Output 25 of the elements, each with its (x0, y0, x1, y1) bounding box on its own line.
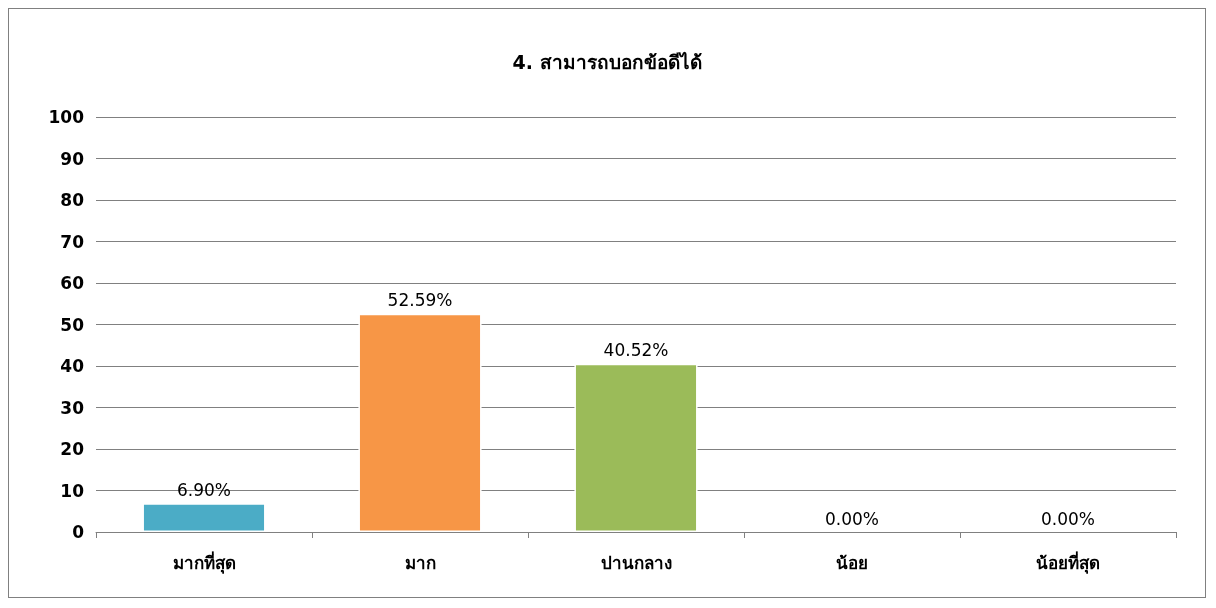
y-tick-label: 100 (48, 107, 85, 127)
chart-title: 4. สามารถบอกข้อดีได้ (512, 50, 702, 73)
y-tick-label: 50 (60, 314, 85, 335)
y-tick-label: 70 (60, 231, 85, 252)
data-label: 40.52% (603, 340, 669, 361)
data-label: 6.90% (176, 479, 232, 500)
y-tick-label: 20 (60, 439, 85, 459)
data-label: 0.00% (1040, 508, 1096, 529)
y-tick-label: 80 (60, 190, 85, 210)
x-tick-label: มากที่สุด (172, 550, 236, 574)
x-tick-label: น้อย (836, 552, 868, 573)
x-tick-label: น้อยที่สุด (1036, 550, 1100, 574)
y-tick-label: 10 (60, 480, 85, 501)
bar (358, 313, 482, 532)
data-label: 0.00% (824, 508, 880, 529)
y-tick-label: 90 (60, 148, 85, 169)
x-tick-label: ปานกลาง (600, 552, 672, 573)
bar (574, 363, 698, 532)
bar (142, 503, 266, 532)
x-tick-label: มาก (404, 552, 436, 573)
y-tick-label: 30 (60, 397, 85, 418)
y-tick-label: 0 (72, 522, 85, 542)
data-label: 52.59% (387, 290, 453, 311)
y-tick-label: 40 (60, 356, 85, 376)
y-tick-label: 60 (60, 273, 85, 293)
